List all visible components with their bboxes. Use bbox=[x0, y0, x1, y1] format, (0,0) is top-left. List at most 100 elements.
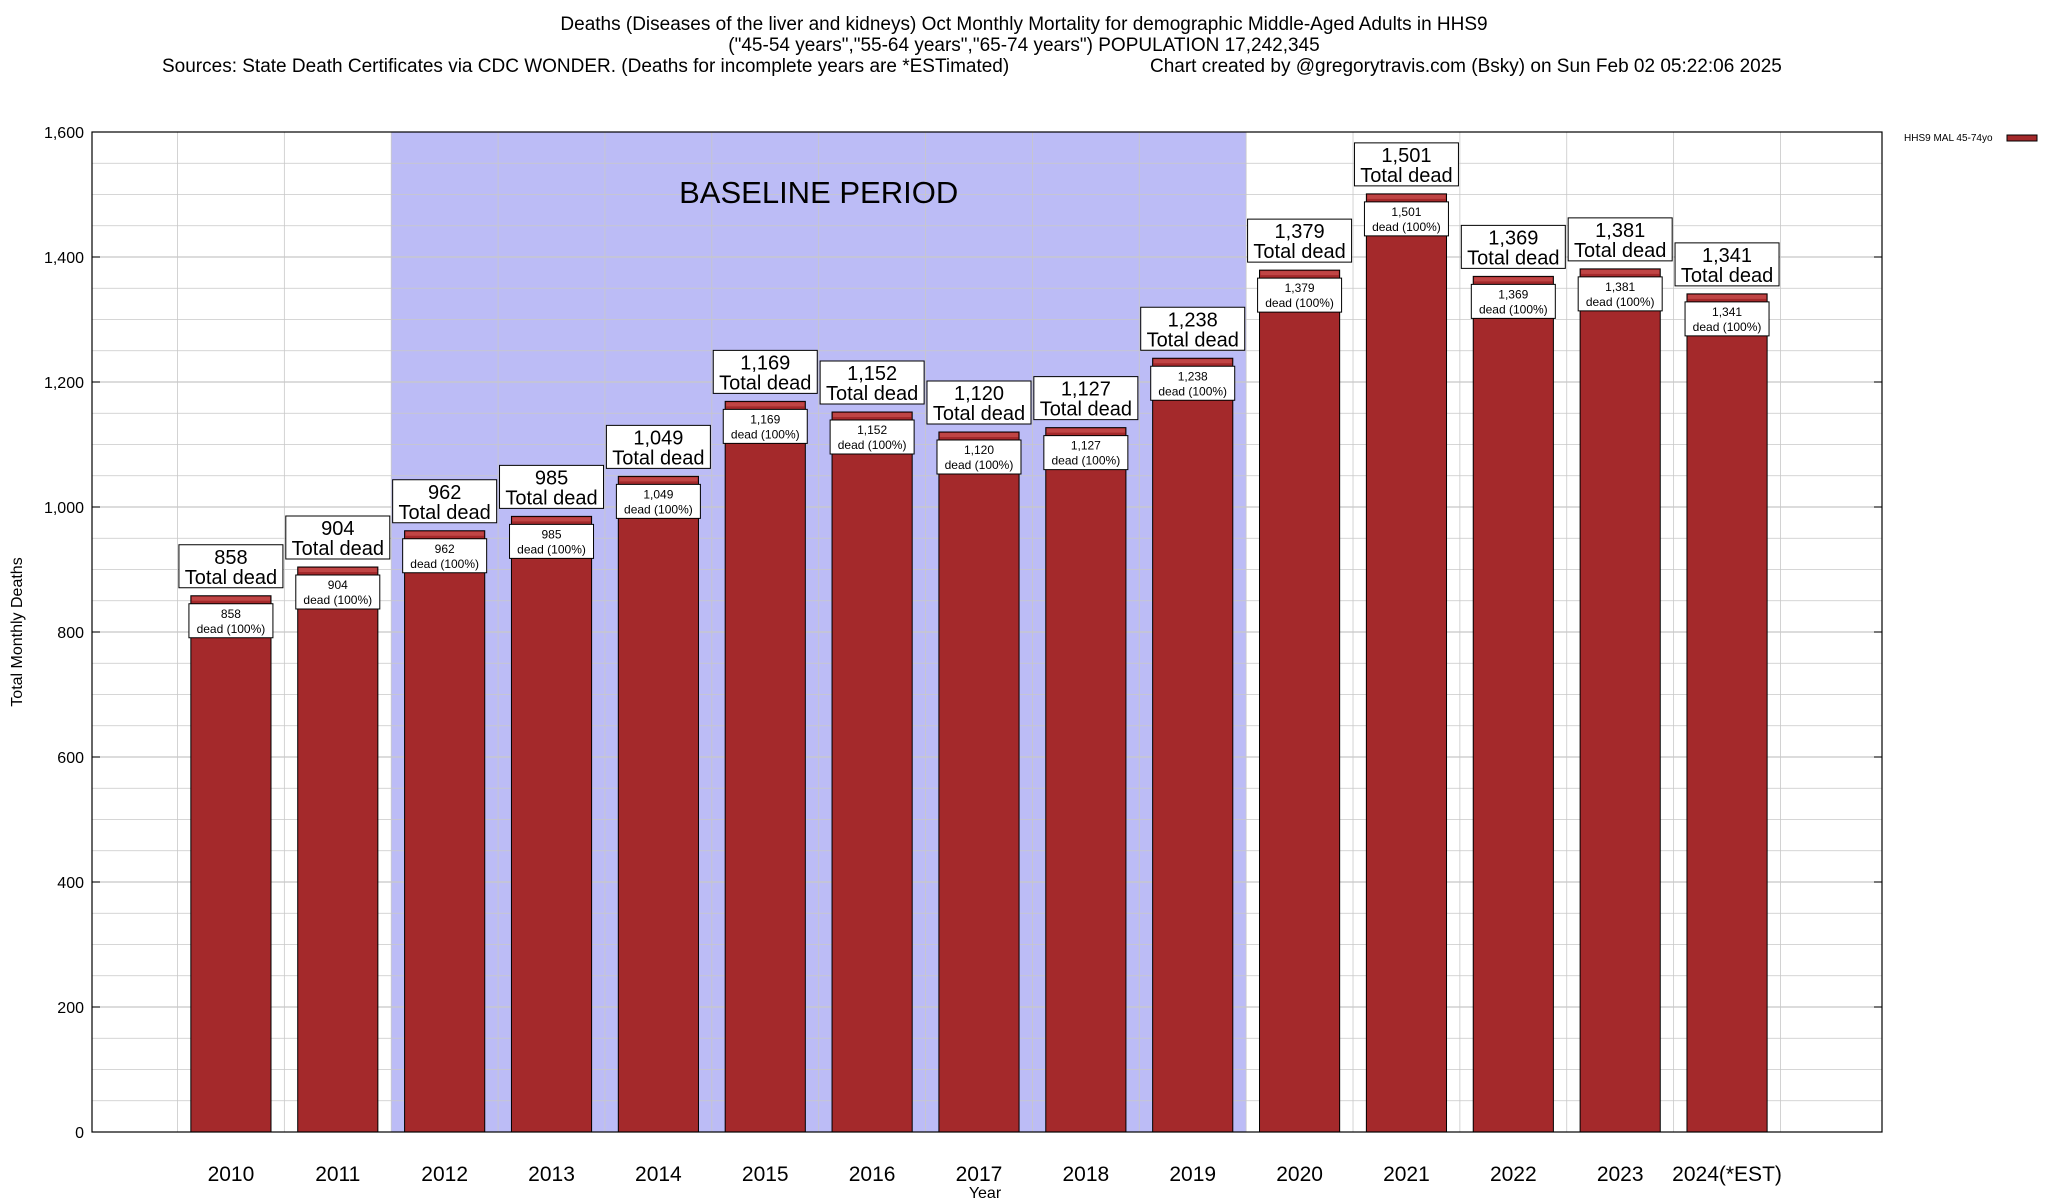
inner-value-label: 904 bbox=[328, 578, 348, 592]
x-tick-label: 2014 bbox=[635, 1163, 682, 1186]
inner-label-box bbox=[188, 603, 274, 639]
inner-label-box bbox=[829, 419, 915, 455]
total-value-label: 1,501 bbox=[1381, 145, 1431, 167]
total-label-box bbox=[285, 515, 391, 560]
inner-value-label: 962 bbox=[435, 542, 455, 556]
x-tick-label: 2020 bbox=[1276, 1163, 1323, 1186]
legend-label: HHS9 MAL 45-74yo bbox=[1904, 133, 1993, 144]
x-tick-label: 2021 bbox=[1383, 1163, 1430, 1186]
x-tick-label: 2022 bbox=[1490, 1163, 1537, 1186]
inner-percent-label: dead (100%) bbox=[197, 622, 266, 636]
bar bbox=[1365, 193, 1448, 1133]
y-tick-label: 200 bbox=[57, 1000, 84, 1017]
inner-value-label: 1,152 bbox=[857, 423, 887, 437]
bar bbox=[510, 515, 593, 1133]
inner-value-label: 1,120 bbox=[964, 443, 994, 457]
inner-value-label: 1,381 bbox=[1605, 280, 1635, 294]
x-tick-label: 2024(*EST) bbox=[1672, 1163, 1782, 1186]
bar-top-segment bbox=[512, 517, 591, 522]
total-dead-label: Total dead bbox=[185, 567, 277, 589]
bar bbox=[724, 400, 806, 1133]
inner-value-label: 1,379 bbox=[1285, 281, 1315, 295]
inner-label-box bbox=[1470, 283, 1556, 319]
bar-top-segment bbox=[619, 477, 698, 482]
bar-top-segment bbox=[1687, 294, 1767, 299]
total-value-label: 858 bbox=[214, 547, 247, 569]
total-dead-label: Total dead bbox=[1147, 329, 1239, 351]
chart-credit: Chart created by @gregorytravis.com (Bsk… bbox=[1150, 56, 1782, 77]
inner-label-box bbox=[1684, 301, 1770, 337]
inner-label-box bbox=[1150, 365, 1236, 401]
bar-top-segment bbox=[939, 433, 1019, 437]
inner-label-box bbox=[402, 538, 488, 574]
y-tick-label: 800 bbox=[57, 625, 84, 642]
inner-percent-label: dead (100%) bbox=[838, 438, 907, 452]
inner-value-label: 858 bbox=[221, 607, 241, 621]
inner-percent-label: dead (100%) bbox=[1372, 220, 1441, 234]
bar-top-segment bbox=[298, 568, 377, 572]
bar bbox=[297, 566, 379, 1133]
total-label-box bbox=[605, 424, 711, 469]
total-label-box bbox=[1353, 142, 1459, 187]
inner-value-label: 1,049 bbox=[643, 487, 673, 501]
total-dead-label: Total dead bbox=[1467, 247, 1559, 269]
bar bbox=[1152, 357, 1234, 1133]
total-value-label: 1,238 bbox=[1168, 309, 1218, 331]
total-label-box bbox=[1247, 218, 1353, 263]
inner-value-label: 1,341 bbox=[1712, 305, 1742, 319]
total-label-box bbox=[178, 544, 284, 589]
bar bbox=[404, 530, 486, 1133]
inner-value-label: 1,501 bbox=[1391, 205, 1421, 219]
x-tick-label: 2015 bbox=[742, 1163, 789, 1186]
inner-percent-label: dead (100%) bbox=[1693, 320, 1762, 334]
inner-label-box bbox=[722, 408, 808, 444]
total-dead-label: Total dead bbox=[933, 403, 1025, 425]
x-tick-label: 2011 bbox=[315, 1163, 360, 1186]
y-tick-label: 1,000 bbox=[44, 500, 84, 517]
x-tick-label: 2017 bbox=[956, 1163, 1003, 1186]
total-label-box bbox=[1674, 242, 1780, 287]
x-tick-label: 2018 bbox=[1062, 1163, 1109, 1186]
bar bbox=[617, 475, 699, 1133]
x-tick-label: 2013 bbox=[528, 1163, 575, 1186]
total-label-box bbox=[926, 380, 1032, 425]
total-value-label: 1,379 bbox=[1275, 221, 1325, 243]
inner-percent-label: dead (100%) bbox=[1265, 296, 1334, 310]
inner-label-box bbox=[936, 439, 1022, 475]
x-tick-label: 2019 bbox=[1169, 1163, 1216, 1186]
bar-top-segment bbox=[1046, 428, 1125, 433]
total-value-label: 1,341 bbox=[1702, 245, 1752, 267]
inner-value-label: 1,238 bbox=[1178, 369, 1208, 383]
x-axis-label: Year bbox=[969, 1185, 1002, 1200]
total-dead-label: Total dead bbox=[399, 502, 491, 524]
inner-label-box bbox=[1577, 276, 1663, 312]
legend-swatch bbox=[2006, 134, 2038, 142]
total-dead-label: Total dead bbox=[1040, 399, 1132, 421]
total-dead-label: Total dead bbox=[505, 487, 597, 509]
total-value-label: 1,127 bbox=[1061, 379, 1111, 401]
total-value-label: 1,152 bbox=[847, 363, 897, 385]
inner-percent-label: dead (100%) bbox=[410, 557, 479, 571]
bar bbox=[190, 595, 272, 1133]
inner-label-box bbox=[1363, 201, 1449, 237]
bar-top-segment bbox=[833, 413, 912, 417]
inner-value-label: 985 bbox=[542, 527, 562, 541]
bar-top-segment bbox=[1153, 359, 1232, 364]
bar-top-segment bbox=[1260, 271, 1339, 276]
y-tick-label: 0 bbox=[75, 1125, 84, 1142]
inner-percent-label: dead (100%) bbox=[303, 593, 372, 607]
inner-label-box bbox=[615, 483, 701, 519]
inner-value-label: 1,127 bbox=[1071, 439, 1101, 453]
inner-value-label: 1,169 bbox=[750, 412, 780, 426]
total-value-label: 1,120 bbox=[954, 383, 1004, 405]
total-value-label: 985 bbox=[535, 467, 568, 489]
inner-label-box bbox=[509, 523, 595, 559]
total-label-box bbox=[392, 479, 498, 524]
y-tick-label: 1,400 bbox=[44, 250, 84, 267]
chart-subtitle: ("45-54 years","55-64 years","65-74 year… bbox=[728, 35, 1320, 56]
total-dead-label: Total dead bbox=[292, 538, 384, 560]
bar-top-segment bbox=[1367, 194, 1446, 199]
total-label-box bbox=[1567, 217, 1673, 262]
total-value-label: 904 bbox=[321, 518, 354, 540]
